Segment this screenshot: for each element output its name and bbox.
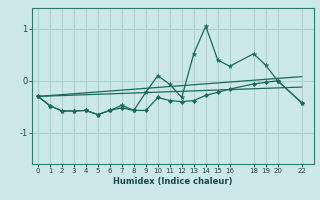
X-axis label: Humidex (Indice chaleur): Humidex (Indice chaleur) — [113, 177, 233, 186]
